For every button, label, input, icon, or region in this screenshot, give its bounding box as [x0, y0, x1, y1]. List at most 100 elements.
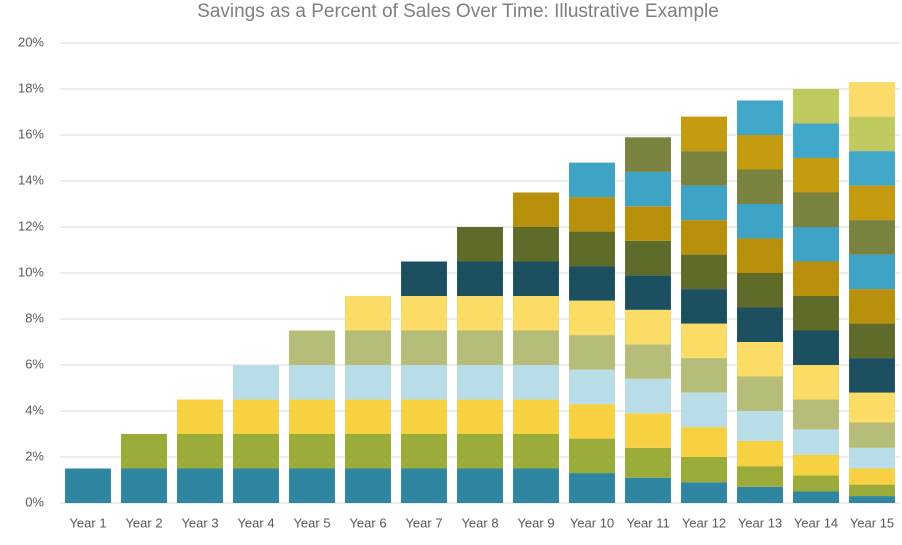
x-tick-label: Year 11 [626, 515, 669, 530]
bar-segment [793, 158, 839, 193]
bar-segment [569, 300, 615, 336]
bar-segment [681, 457, 727, 483]
bar-segment [513, 192, 559, 227]
bar-segment [849, 468, 895, 485]
bar-segment [849, 220, 895, 255]
bar-segment [289, 365, 335, 400]
bar-segment [849, 254, 895, 290]
x-tick-label: Year 6 [349, 515, 386, 530]
bar-segment [849, 82, 895, 117]
bar-segment [681, 185, 727, 221]
bar-segment [681, 151, 727, 186]
y-tick-label: 10% [18, 264, 44, 279]
bar-segment [513, 399, 559, 434]
bar-segment [681, 116, 727, 152]
bar-segment [177, 399, 223, 434]
bar-segment [345, 330, 391, 365]
bar-segment [569, 162, 615, 198]
y-tick-label: 2% [25, 448, 44, 463]
x-tick-label: Year 9 [517, 515, 554, 530]
x-tick-label: Year 14 [794, 515, 838, 530]
x-tick-label: Year 7 [405, 515, 442, 530]
bar-segment [513, 227, 559, 262]
bar-segment [681, 392, 727, 428]
bar-segment [345, 434, 391, 469]
bar-segment [681, 220, 727, 255]
bar-segment [681, 358, 727, 393]
x-tick-label: Year 2 [125, 515, 162, 530]
bar-segment [457, 434, 503, 469]
bar-segment [513, 296, 559, 331]
bar-segment [681, 323, 727, 359]
bar-segment [233, 365, 279, 400]
bar-segment [737, 238, 783, 273]
y-tick-label: 16% [18, 126, 44, 141]
bar-segment [737, 342, 783, 377]
bar-segment [793, 475, 839, 492]
bar-segment [401, 399, 447, 434]
bar-segment [681, 254, 727, 290]
bar-segment [737, 135, 783, 170]
bar-segment [793, 227, 839, 262]
bar-segment [289, 468, 335, 503]
x-tick-label: Year 4 [237, 515, 274, 530]
bar-segment [233, 468, 279, 503]
bar-segment [737, 376, 783, 411]
bar-segment [289, 330, 335, 365]
bar-segment [289, 434, 335, 469]
bar-segment [233, 434, 279, 469]
bar-segment [569, 473, 615, 503]
bar-segment [849, 185, 895, 221]
bar-segment [681, 482, 727, 503]
bar-segment [569, 438, 615, 474]
bar-segment [681, 289, 727, 324]
bar-segment [793, 429, 839, 455]
bar-segment [793, 89, 839, 124]
bar-segment [401, 434, 447, 469]
bar-segment [737, 466, 783, 487]
bar-segment [345, 296, 391, 331]
bar-segment [625, 309, 671, 345]
bar-segment [793, 454, 839, 476]
x-tick-label: Year 10 [570, 515, 614, 530]
bar-segment [569, 404, 615, 439]
bar-segment [793, 296, 839, 331]
bar-segment [849, 116, 895, 152]
bar-segment [513, 330, 559, 365]
y-tick-label: 0% [25, 494, 44, 509]
bar-segment [793, 192, 839, 227]
bar-segment [849, 484, 895, 497]
bar-segment [121, 434, 167, 469]
x-tick-label: Year 5 [293, 515, 330, 530]
bar-segment [345, 399, 391, 434]
bar-segment [737, 486, 783, 503]
bar-segment [457, 227, 503, 262]
chart-title: Savings as a Percent of Sales Over Time:… [197, 1, 719, 22]
bar-segment [849, 323, 895, 359]
y-tick-label: 20% [18, 34, 44, 49]
y-tick-label: 12% [18, 218, 44, 233]
bar-segment [625, 344, 671, 379]
bar-segment [849, 496, 895, 503]
bar-segment [569, 266, 615, 301]
y-tick-label: 6% [25, 356, 44, 371]
bar-segment [625, 240, 671, 276]
bar-segment [625, 206, 671, 241]
bar-segment [569, 335, 615, 370]
bar-segment [793, 365, 839, 400]
bar-segment [625, 378, 671, 414]
bar-segment [849, 392, 895, 423]
x-tick-label: Year 12 [682, 515, 726, 530]
bar-segment [513, 468, 559, 503]
bar-segment [457, 365, 503, 400]
bar-segment [737, 204, 783, 239]
bar-segment [513, 365, 559, 400]
bar-segment [737, 307, 783, 342]
bar-segment [401, 468, 447, 503]
bar-segment [625, 171, 671, 207]
y-tick-label: 18% [18, 80, 44, 95]
x-tick-label: Year 1 [69, 515, 106, 530]
bar-segment [793, 491, 839, 503]
